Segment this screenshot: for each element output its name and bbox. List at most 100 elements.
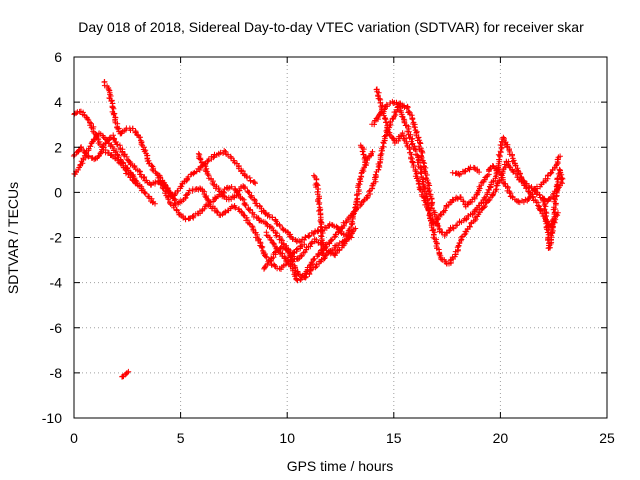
data-point: [111, 110, 118, 117]
x-axis-label: GPS time / hours: [287, 458, 394, 474]
data-point: [262, 264, 268, 271]
data-point: [484, 190, 491, 196]
data-point: [409, 135, 416, 142]
data-point: [363, 162, 369, 169]
data-point: [460, 198, 466, 204]
data-point: [406, 109, 412, 115]
data-point: [551, 209, 558, 215]
data-point: [247, 178, 254, 184]
data-point: [350, 211, 357, 217]
data-point: [360, 151, 367, 158]
data-point: [464, 226, 471, 233]
data-point: [435, 215, 441, 221]
data-point: [312, 264, 319, 271]
data-point: [320, 252, 327, 259]
data-point: [148, 195, 155, 202]
data-point: [523, 184, 530, 190]
data-point: [123, 168, 130, 174]
data-point: [446, 227, 453, 234]
data-point: [254, 232, 260, 238]
x-tick-label: 20: [493, 430, 509, 446]
data-point: [264, 254, 270, 261]
data-point: [469, 211, 476, 218]
data-point: [269, 214, 276, 221]
data-point: [506, 164, 513, 170]
data-point: [124, 156, 130, 163]
data-point: [317, 224, 324, 230]
data-point: [247, 175, 253, 181]
data-point: [535, 202, 541, 209]
data-point: [204, 171, 211, 177]
data-point: [505, 185, 511, 191]
data-point: [222, 208, 229, 215]
data-point: [463, 216, 469, 223]
data-point: [311, 172, 317, 179]
data-point: [352, 225, 359, 232]
data-point: [339, 224, 345, 230]
data-point: [408, 151, 415, 158]
data-point: [435, 223, 442, 229]
data-point: [343, 237, 349, 243]
data-point: [148, 162, 155, 169]
data-point: [348, 224, 354, 230]
data-point: [391, 137, 397, 143]
data-point: [420, 194, 427, 200]
data-point: [462, 167, 469, 174]
data-point: [331, 234, 337, 240]
data-point: [306, 233, 312, 240]
data-point: [233, 192, 240, 199]
data-point: [228, 184, 235, 190]
data-point: [138, 171, 144, 178]
data-point: [274, 232, 280, 239]
data-point: [407, 131, 414, 138]
data-point: [221, 147, 227, 154]
data-point: [290, 258, 296, 265]
data-point: [318, 233, 324, 239]
data-point: [205, 202, 211, 209]
data-point: [450, 224, 456, 230]
data-point: [177, 184, 184, 190]
data-point: [252, 180, 258, 187]
data-point: [87, 143, 94, 150]
data-point: [210, 154, 217, 161]
axis-ticks: 0 5 10 15 20 25 -10 -8 -6 -4 -2 0 2 4 6: [42, 49, 615, 446]
data-point: [242, 185, 248, 191]
data-point: [140, 175, 147, 181]
data-point: [182, 216, 189, 223]
data-point: [542, 203, 549, 210]
data-point: [232, 205, 239, 211]
data-point: [396, 100, 402, 107]
data-point: [376, 96, 383, 102]
data-point: [541, 196, 548, 203]
data-point: [548, 169, 555, 176]
data-point: [217, 149, 224, 156]
data-point: [454, 195, 461, 202]
data-point: [342, 220, 348, 226]
data-point: [436, 251, 443, 258]
data-point: [125, 171, 131, 178]
data-point: [263, 220, 270, 227]
data-point: [271, 241, 277, 247]
data-point: [443, 202, 450, 209]
data-point: [487, 166, 493, 172]
x-tick-label: 15: [386, 430, 402, 446]
data-point: [369, 149, 376, 155]
data-point: [298, 239, 304, 245]
data-point: [381, 112, 387, 119]
data-point: [509, 153, 515, 159]
x-tick-label: 25: [599, 430, 615, 446]
data-point: [247, 193, 254, 200]
y-tick-label: -8: [50, 365, 63, 381]
data-point: [357, 202, 364, 209]
data-point: [409, 116, 416, 123]
data-point: [496, 152, 503, 159]
data-point: [197, 156, 204, 163]
data-point: [423, 199, 429, 206]
data-point: [558, 179, 564, 185]
data-point: [85, 153, 92, 159]
data-point: [238, 209, 245, 215]
data-point: [536, 192, 543, 198]
data-point: [270, 240, 277, 246]
data-point: [554, 181, 560, 188]
